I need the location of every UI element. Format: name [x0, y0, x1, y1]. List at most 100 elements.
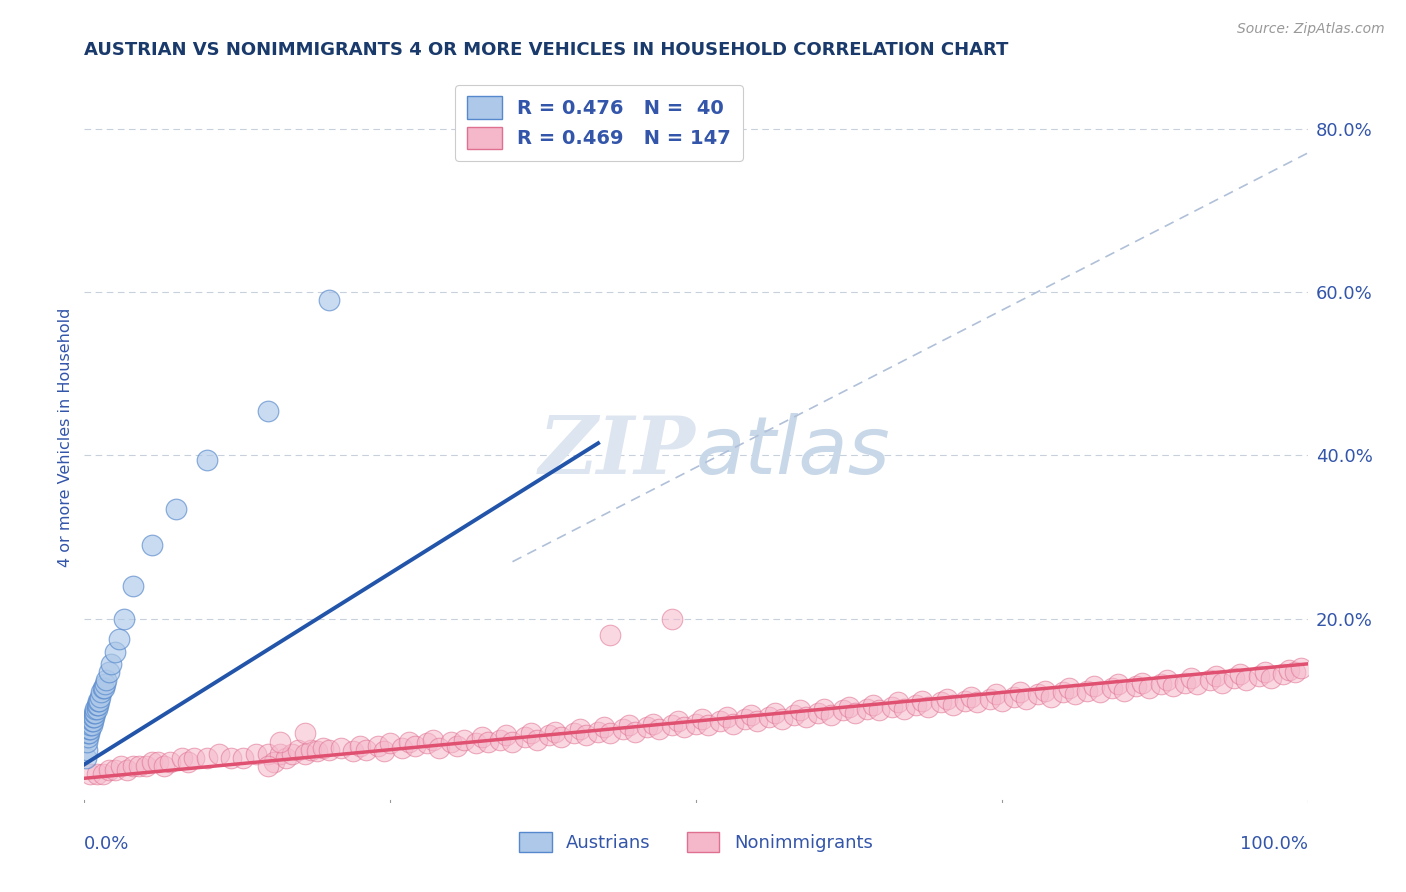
Point [789, 703, 811, 717]
Point [495, 728, 517, 742]
Point [153, 759, 176, 773]
Point [1064, 687, 1087, 701]
Point [342, 744, 364, 758]
Point [1002, 690, 1025, 704]
Point [862, 698, 884, 712]
Point [813, 702, 835, 716]
Point [1247, 669, 1270, 683]
Point [838, 700, 860, 714]
Point [80, 718, 103, 732]
Point [624, 724, 647, 739]
Point [1101, 681, 1123, 696]
Point [770, 712, 793, 726]
Point [648, 723, 671, 737]
Point [1137, 681, 1160, 696]
Point [794, 710, 817, 724]
Point [471, 731, 494, 745]
Text: AUSTRIAN VS NONIMMIGRANTS 4 OR MORE VEHICLES IN HOUSEHOLD CORRELATION CHART: AUSTRIAN VS NONIMMIGRANTS 4 OR MORE VEHI… [84, 41, 1008, 59]
Point [807, 706, 830, 720]
Point [107, 632, 129, 647]
Point [1107, 677, 1129, 691]
Point [1057, 681, 1080, 696]
Point [110, 759, 132, 773]
Point [1010, 685, 1032, 699]
Point [734, 712, 756, 726]
Point [697, 718, 720, 732]
Point [398, 734, 420, 748]
Point [91, 681, 114, 696]
Point [77, 723, 100, 737]
Point [893, 702, 915, 716]
Point [544, 724, 567, 739]
Point [349, 739, 371, 753]
Point [89, 690, 111, 704]
Point [1284, 665, 1306, 679]
Point [935, 692, 957, 706]
Text: 0.0%: 0.0% [84, 836, 129, 854]
Point [905, 698, 928, 712]
Point [1187, 677, 1209, 691]
Legend: Austrians, Nonimmigrants: Austrians, Nonimmigrants [512, 824, 880, 860]
Point [502, 734, 524, 748]
Point [690, 712, 713, 726]
Point [104, 763, 127, 777]
Point [1132, 675, 1154, 690]
Point [966, 695, 988, 709]
Point [820, 708, 842, 723]
Point [100, 657, 122, 671]
Point [208, 747, 231, 761]
Point [520, 726, 543, 740]
Point [312, 741, 335, 756]
Point [1052, 685, 1074, 699]
Point [416, 736, 439, 750]
Point [87, 693, 110, 707]
Point [380, 736, 402, 750]
Point [427, 741, 450, 756]
Point [1260, 671, 1282, 685]
Point [513, 731, 536, 745]
Point [666, 714, 689, 728]
Point [172, 751, 194, 765]
Point [112, 612, 135, 626]
Point [453, 732, 475, 747]
Point [1211, 675, 1233, 690]
Point [477, 734, 499, 748]
Point [79, 723, 101, 737]
Point [104, 645, 127, 659]
Point [281, 747, 304, 761]
Point [76, 742, 98, 756]
Point [1205, 669, 1227, 683]
Point [1198, 673, 1220, 688]
Point [422, 732, 444, 747]
Point [599, 726, 621, 740]
Text: atlas: atlas [696, 413, 891, 491]
Point [75, 751, 97, 765]
Text: ZIP: ZIP [538, 413, 696, 491]
Point [146, 755, 169, 769]
Point [599, 628, 621, 642]
Point [661, 718, 683, 732]
Point [1150, 677, 1173, 691]
Point [86, 702, 108, 716]
Point [86, 767, 108, 781]
Point [128, 759, 150, 773]
Point [391, 741, 413, 756]
Point [929, 695, 952, 709]
Point [1083, 679, 1105, 693]
Point [287, 742, 309, 756]
Point [716, 710, 738, 724]
Point [1076, 683, 1098, 698]
Point [1039, 690, 1062, 704]
Point [550, 731, 572, 745]
Text: Source: ZipAtlas.com: Source: ZipAtlas.com [1237, 22, 1385, 37]
Point [586, 724, 609, 739]
Point [1114, 683, 1136, 698]
Point [911, 693, 934, 707]
Point [294, 747, 316, 761]
Point [1278, 663, 1301, 677]
Point [758, 710, 780, 724]
Point [1125, 679, 1147, 693]
Point [562, 726, 585, 740]
Point [612, 723, 634, 737]
Point [367, 739, 389, 753]
